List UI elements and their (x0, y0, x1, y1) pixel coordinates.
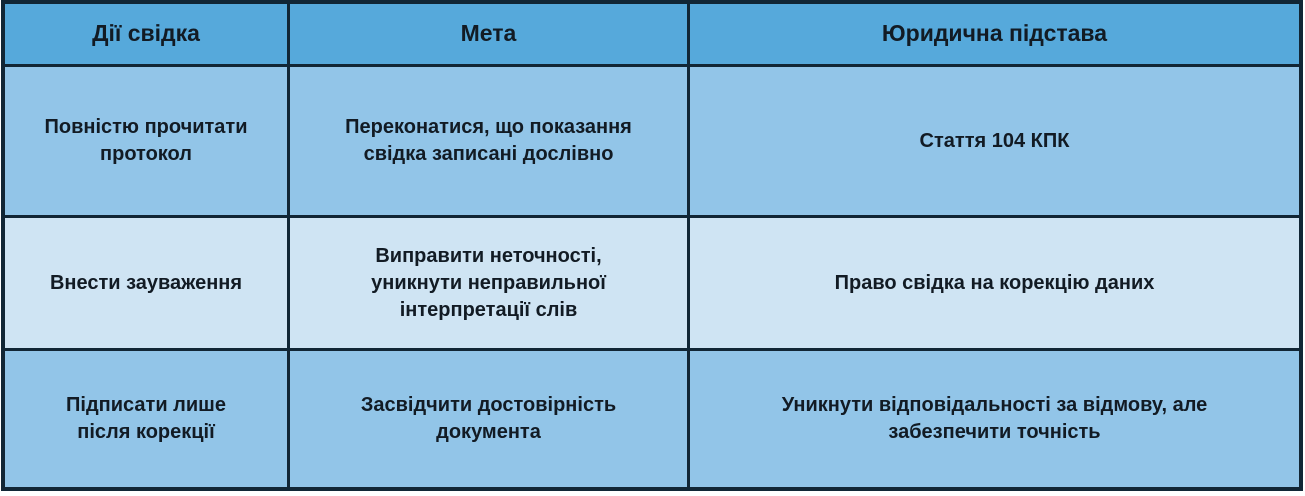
column-header-legal-basis: Юридична підстава (690, 4, 1299, 64)
table-cell-purpose-certify-document: Засвідчити достовірність документа (290, 351, 687, 487)
column-header-witness-actions: Дії свідка (5, 4, 287, 64)
table-cell-purpose-fix-inaccuracies: Виправити неточності, уникнути неправиль… (290, 218, 687, 348)
table-cell-purpose-verbatim: Переконатися, що показання свідка записа… (290, 67, 687, 215)
column-header-purpose: Мета (290, 4, 687, 64)
table-cell-action-remarks: Внести зауваження (5, 218, 287, 348)
table-cell-action-sign-after-correction: Підписати лише після корекції (5, 351, 287, 487)
table-cell-basis-avoid-liability: Уникнути відповідальності за відмову, ал… (690, 351, 1299, 487)
table-cell-basis-article-104: Стаття 104 КПК (690, 67, 1299, 215)
table-cell-action-read-protocol: Повністю прочитати протокол (5, 67, 287, 215)
table-cell-basis-correction-right: Право свідка на корекцію даних (690, 218, 1299, 348)
